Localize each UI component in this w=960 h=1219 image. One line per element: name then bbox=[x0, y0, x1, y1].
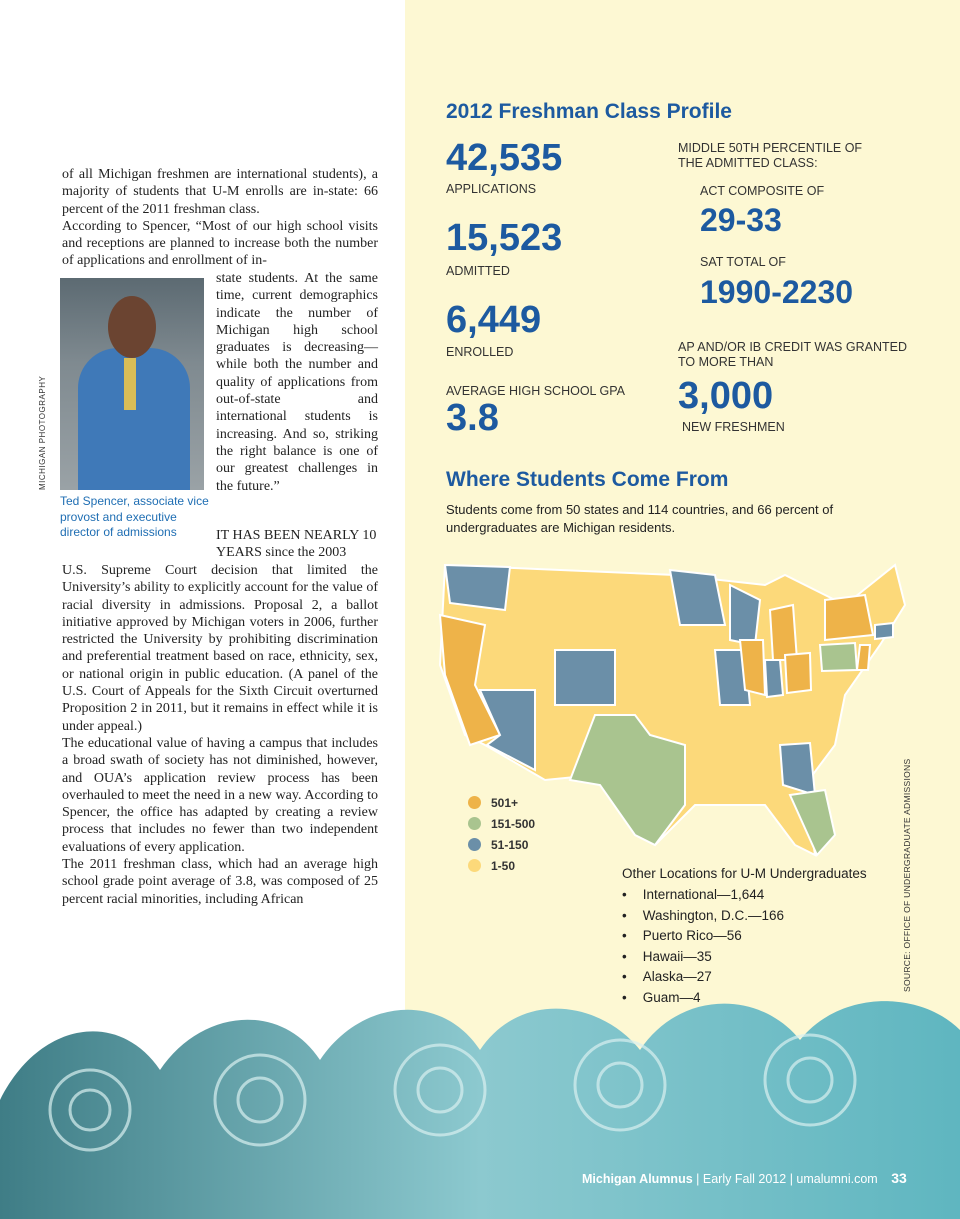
state-indiana bbox=[763, 659, 785, 699]
article-paragraph: The educational value of having a campus… bbox=[62, 735, 378, 855]
where-title: Where Students Come From bbox=[446, 468, 729, 491]
gpa-value: 3.8 bbox=[446, 397, 499, 439]
article-paragraph: The 2011 freshman class, which had an av… bbox=[62, 857, 378, 907]
sat-value: 1990-2230 bbox=[700, 274, 854, 310]
legend-item: 1-50 bbox=[468, 855, 535, 876]
legend-swatch bbox=[468, 817, 481, 830]
state-massachusetts bbox=[874, 621, 894, 641]
legend-item: 151-500 bbox=[468, 813, 535, 834]
wave-decoration bbox=[0, 1001, 960, 1219]
enrolled-label: ENROLLED bbox=[446, 345, 514, 359]
state-washington bbox=[443, 563, 512, 612]
state-missouri bbox=[713, 649, 752, 706]
state-new-jersey bbox=[855, 644, 872, 671]
page-number: 33 bbox=[891, 1170, 907, 1186]
state-pennsylvania bbox=[818, 641, 859, 673]
act-label: ACT COMPOSITE OF bbox=[700, 184, 825, 198]
page-footer: Michigan Alumnus | Early Fall 2012 | uma… bbox=[582, 1170, 907, 1186]
legend-item: 501+ bbox=[468, 792, 535, 813]
state-minnesota bbox=[668, 568, 727, 626]
us-map bbox=[438, 563, 907, 857]
admitted-value: 15,523 bbox=[446, 217, 563, 259]
profile-title: 2012 Freshman Class Profile bbox=[446, 100, 732, 123]
portrait-photo bbox=[60, 278, 204, 490]
state-michigan bbox=[768, 603, 799, 661]
article-wrap-text: state students. At the same time, curren… bbox=[216, 271, 378, 494]
list-item: Washington, D.C.—166 bbox=[622, 906, 867, 927]
state-new-york bbox=[824, 593, 875, 642]
ap-label: AP AND/OR IB CREDIT WAS GRANTED TO MORE … bbox=[678, 340, 907, 369]
state-arizona bbox=[478, 689, 536, 772]
photo-credit: MICHIGAN PHOTOGRAPHY bbox=[38, 375, 47, 490]
photo-caption: Ted Spencer, associate vice provost and … bbox=[60, 494, 209, 539]
other-locations: Other Locations for U-M Undergraduates I… bbox=[622, 866, 867, 1008]
list-item: Guam—4 bbox=[622, 988, 867, 1009]
state-ohio bbox=[783, 651, 813, 695]
state-texas bbox=[568, 714, 686, 847]
applications-label: APPLICATIONS bbox=[446, 182, 537, 196]
legend-swatch bbox=[468, 838, 481, 851]
ap-sub-label: NEW FRESHMEN bbox=[682, 420, 785, 434]
legend-swatch bbox=[468, 859, 481, 872]
where-subtitle: Students come from 50 states and 114 cou… bbox=[446, 502, 834, 535]
issue-info: | Early Fall 2012 | umalumni.com bbox=[696, 1172, 878, 1186]
other-locations-title: Other Locations for U-M Undergraduates bbox=[622, 866, 867, 881]
state-florida bbox=[788, 788, 837, 857]
enrolled-value: 6,449 bbox=[446, 299, 542, 341]
map-legend: 501+ 151-500 51-150 1-50 bbox=[468, 792, 535, 876]
article-paragraph: of all Michigan freshmen are internation… bbox=[62, 167, 378, 217]
state-colorado bbox=[554, 649, 616, 706]
article-paragraph: U.S. Supreme Court decision that limited… bbox=[62, 563, 378, 734]
legend-swatch bbox=[468, 796, 481, 809]
list-item: Hawaii—35 bbox=[622, 947, 867, 968]
legend-item: 51-150 bbox=[468, 834, 535, 855]
source-credit: SOURCE: OFFICE OF UNDERGRADUATE ADMISSIO… bbox=[902, 758, 912, 992]
act-value: 29-33 bbox=[700, 202, 782, 238]
admitted-label: ADMITTED bbox=[446, 264, 510, 278]
ap-value: 3,000 bbox=[678, 375, 774, 417]
list-item: International—1,644 bbox=[622, 885, 867, 906]
magazine-name: Michigan Alumnus bbox=[582, 1172, 693, 1186]
middle-50-label: MIDDLE 50TH PERCENTILE OF THE ADMITTED C… bbox=[678, 141, 863, 170]
list-item: Puerto Rico—56 bbox=[622, 926, 867, 947]
state-illinois bbox=[738, 639, 767, 697]
sat-label: SAT TOTAL OF bbox=[700, 255, 786, 269]
list-item: Alaska—27 bbox=[622, 967, 867, 988]
gpa-label: AVERAGE HIGH SCHOOL GPA bbox=[446, 384, 625, 398]
applications-value: 42,535 bbox=[446, 137, 563, 179]
section-lead: IT HAS BEEN NEARLY 10 YEARS since the 20… bbox=[216, 528, 377, 561]
article-paragraph: According to Spencer, “Most of our high … bbox=[62, 218, 378, 269]
article-column-lower: U.S. Supreme Court decision that limited… bbox=[62, 562, 378, 908]
article-column: of all Michigan freshmen are internation… bbox=[62, 166, 378, 270]
